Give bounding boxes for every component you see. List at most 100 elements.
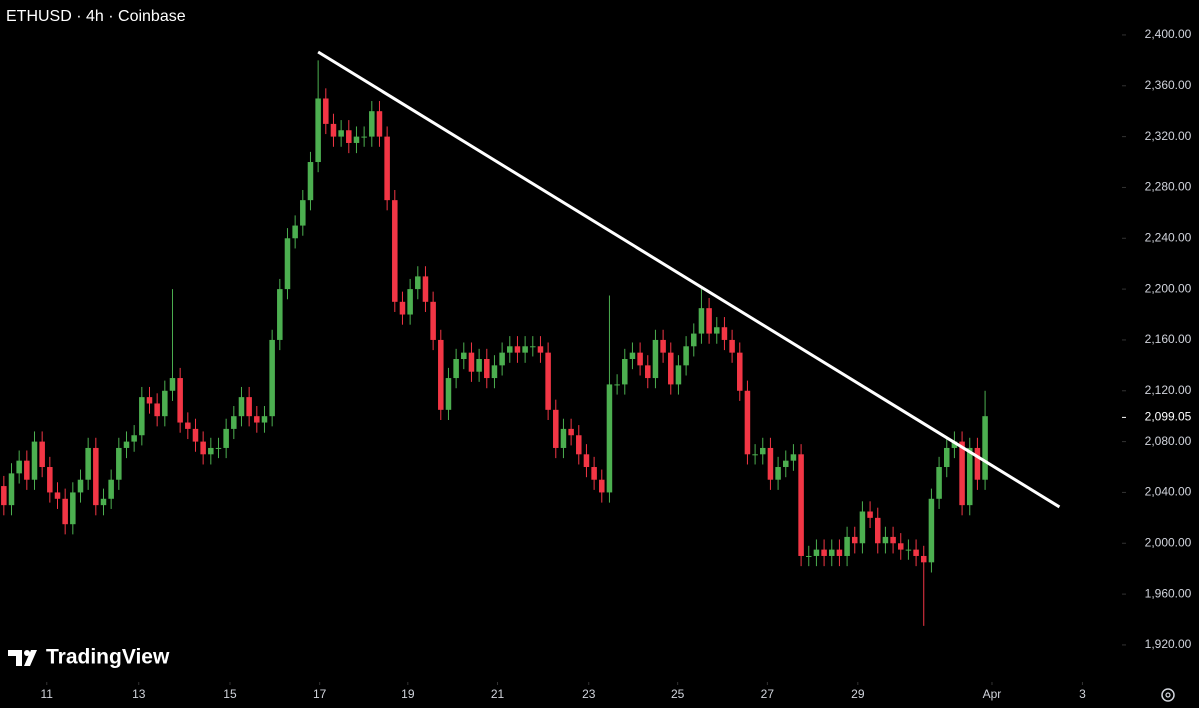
candle-body bbox=[346, 130, 352, 143]
candle-body bbox=[445, 378, 452, 410]
candle-body bbox=[859, 511, 866, 544]
candle-body bbox=[338, 130, 344, 137]
x-tick-label: Apr bbox=[983, 687, 1002, 701]
candle-body bbox=[376, 111, 383, 137]
chart-title: ETHUSD · 4h · Coinbase bbox=[6, 8, 186, 25]
candle-body bbox=[537, 346, 544, 353]
candle-body bbox=[522, 346, 528, 353]
y-tick-label: 2,400.00 bbox=[1145, 27, 1192, 41]
candle-body bbox=[254, 416, 260, 423]
candle-body bbox=[683, 346, 689, 366]
candle-body bbox=[897, 543, 904, 550]
candle-body bbox=[507, 346, 513, 353]
candle-body bbox=[300, 200, 306, 226]
candle-body bbox=[31, 441, 38, 480]
logo-dot bbox=[24, 650, 30, 656]
candle-body bbox=[920, 555, 927, 563]
candle-body bbox=[476, 358, 482, 372]
y-tick-label: 2,280.00 bbox=[1145, 180, 1192, 194]
candle-body bbox=[54, 492, 61, 499]
candle-body bbox=[851, 536, 858, 544]
candle-body bbox=[131, 435, 137, 442]
candle-body bbox=[315, 98, 321, 163]
candle-body bbox=[108, 479, 114, 499]
candle-body bbox=[790, 454, 797, 461]
candle-body bbox=[553, 409, 559, 448]
candle-body bbox=[177, 378, 183, 423]
candle-body bbox=[24, 460, 30, 480]
x-tick-label: 13 bbox=[132, 687, 146, 701]
candle-body bbox=[637, 352, 643, 366]
settings-gear[interactable] bbox=[1161, 688, 1175, 702]
candle-body bbox=[629, 352, 636, 359]
candle-body bbox=[231, 416, 237, 429]
candle-body bbox=[246, 397, 252, 417]
candle-body bbox=[200, 441, 206, 455]
y-tick-label: 2,240.00 bbox=[1145, 230, 1192, 244]
candle-body bbox=[192, 428, 199, 442]
candle-body bbox=[100, 498, 107, 506]
settings-icon[interactable] bbox=[1161, 688, 1175, 702]
y-tick-label: 2,200.00 bbox=[1145, 281, 1192, 295]
candle-body bbox=[691, 333, 697, 347]
candle-body bbox=[966, 447, 973, 506]
candle-body bbox=[208, 447, 214, 455]
candle-body bbox=[169, 378, 176, 391]
candle-body bbox=[675, 365, 682, 385]
candle-body bbox=[185, 422, 191, 429]
candle-body bbox=[384, 136, 390, 201]
candle-body bbox=[392, 200, 398, 302]
candle-body bbox=[714, 327, 720, 334]
candle-body bbox=[951, 441, 958, 448]
candle-body bbox=[468, 352, 475, 372]
candle-body bbox=[415, 276, 421, 290]
candle-body bbox=[116, 447, 122, 480]
last-price-label: 2,099.05 bbox=[1145, 410, 1192, 424]
candle-body bbox=[422, 276, 429, 302]
candle-body bbox=[93, 447, 99, 506]
y-tick-label: 1,920.00 bbox=[1145, 637, 1192, 651]
candle-body bbox=[361, 136, 367, 138]
candle-body bbox=[767, 447, 774, 480]
candle-body bbox=[47, 467, 53, 493]
x-tick-label: 19 bbox=[401, 687, 415, 701]
candle-body bbox=[514, 346, 521, 353]
candle-body bbox=[599, 479, 605, 493]
candle-body bbox=[292, 225, 298, 239]
candle-body bbox=[77, 479, 84, 493]
candle-body bbox=[85, 447, 91, 480]
candle-body bbox=[215, 447, 222, 449]
candle-body bbox=[706, 308, 712, 334]
candle-body bbox=[399, 301, 406, 315]
candle-body bbox=[430, 301, 436, 340]
x-tick-label: 25 bbox=[671, 687, 685, 701]
candle-body bbox=[560, 428, 567, 448]
tradingview-logo: TradingView bbox=[8, 646, 170, 669]
candle-body bbox=[123, 441, 130, 448]
candle-body bbox=[813, 549, 820, 556]
candle-body bbox=[307, 162, 314, 201]
candle-body bbox=[867, 511, 873, 518]
candle-body bbox=[752, 454, 758, 456]
candle-body bbox=[928, 498, 935, 563]
candle-body bbox=[982, 416, 988, 480]
candle-body bbox=[323, 98, 329, 124]
candle-body bbox=[698, 308, 705, 334]
settings-center[interactable] bbox=[1165, 692, 1171, 698]
y-tick-label: 1,960.00 bbox=[1145, 586, 1192, 600]
candle-body bbox=[8, 473, 15, 506]
candle-body bbox=[890, 536, 896, 544]
candle-body bbox=[284, 238, 291, 290]
candle-body bbox=[277, 289, 283, 340]
candle-body bbox=[606, 384, 613, 493]
candle-body bbox=[70, 492, 76, 525]
y-tick-label: 2,120.00 bbox=[1145, 383, 1192, 397]
candle-body bbox=[353, 136, 360, 143]
y-tick-label: 2,160.00 bbox=[1145, 332, 1192, 346]
candle-body bbox=[453, 358, 459, 379]
candle-body bbox=[943, 447, 950, 468]
candle-body bbox=[139, 397, 145, 436]
candle-body bbox=[39, 441, 45, 468]
y-tick-label: 2,080.00 bbox=[1145, 434, 1192, 448]
candle-body bbox=[16, 460, 22, 474]
